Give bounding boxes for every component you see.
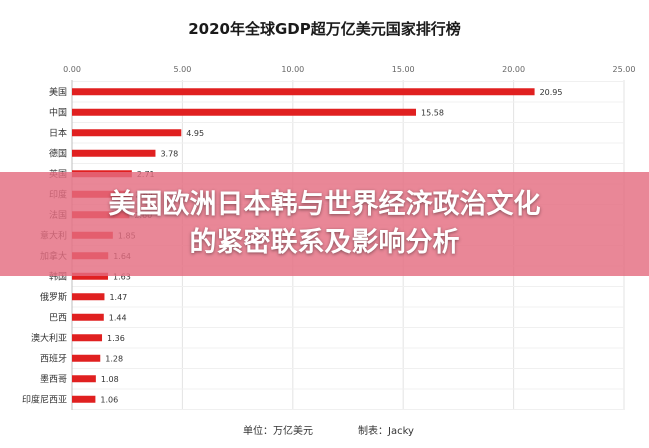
bar (72, 354, 101, 362)
bar (72, 334, 103, 342)
category-label: 西班牙 (40, 352, 67, 364)
maker-label: 制表：Jacky (358, 426, 414, 437)
bar (72, 88, 535, 96)
bar (72, 313, 104, 321)
category-label: 日本 (49, 127, 67, 139)
chart-title: 2020年全球GDP超万亿美元国家排行榜 (188, 20, 461, 38)
value-label: 1.63 (113, 272, 131, 281)
category-label: 巴西 (49, 312, 67, 323)
category-label: 印度尼西亚 (22, 393, 67, 405)
value-label: 3.78 (160, 149, 178, 158)
category-label: 中国 (49, 106, 67, 118)
value-label: 1.47 (109, 293, 127, 302)
banner-line-1: 美国欧洲日本韩与世界经济政治文化 (108, 189, 541, 220)
category-label: 德国 (49, 147, 67, 159)
value-label: 1.06 (100, 395, 118, 404)
x-tick-label: 0.00 (63, 65, 81, 74)
bar (72, 129, 182, 137)
bar (72, 375, 96, 383)
x-tick-label: 20.00 (502, 65, 525, 74)
value-label: 1.28 (105, 354, 123, 363)
x-tick-label: 15.00 (392, 65, 415, 74)
bar (72, 149, 156, 157)
value-label: 1.44 (109, 313, 127, 322)
bar (72, 395, 96, 403)
value-label: 1.08 (101, 375, 119, 384)
title-banner (0, 172, 649, 276)
value-label: 15.58 (421, 108, 444, 117)
category-label: 澳大利亚 (31, 332, 67, 344)
unit-label: 单位：万亿美元 (243, 426, 313, 437)
value-label: 20.95 (540, 88, 563, 97)
category-label: 墨西哥 (40, 374, 67, 385)
banner-text: 美国欧洲日本韩与世界经济政治文化 的紧密联系及影响分析 (0, 186, 649, 262)
bar (72, 293, 105, 301)
x-tick-label: 25.00 (613, 65, 636, 74)
bar (72, 108, 417, 116)
banner-line-2: 的紧密联系及影响分析 (189, 227, 460, 258)
bar (72, 272, 108, 280)
x-tick-label: 5.00 (173, 65, 191, 74)
x-tick-label: 10.00 (281, 65, 304, 74)
value-label: 1.36 (107, 334, 125, 343)
value-label: 4.95 (186, 129, 204, 138)
category-label: 美国 (49, 86, 67, 98)
category-label: 俄罗斯 (40, 291, 67, 303)
